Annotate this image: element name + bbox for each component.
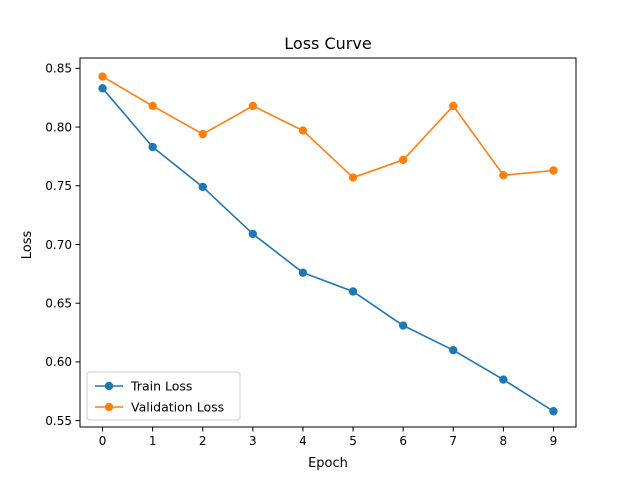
series-line-0 [101,87,554,412]
data-point [298,126,308,135]
plot-area: 0 1 2 3 4 5 6 7 8 9 0.55 0.60 0.65 0.70 0.75 0.80 0.85 [45,57,577,448]
data-point [298,268,308,277]
data-point [398,321,408,330]
data-point [348,287,358,296]
data-point [449,101,458,111]
y-tick-label: 0.60 [45,355,72,369]
data-point [148,142,157,152]
x-tick-label: 6 [399,434,407,448]
y-tick-label: 0.70 [45,238,72,252]
x-tick-label: 8 [500,434,508,448]
axes-frame [79,57,577,428]
x-tick-label: 0 [99,434,107,448]
legend-swatch-marker [104,381,114,391]
y-tick-label: 0.55 [45,414,72,428]
data-point [398,155,408,165]
data-point [549,407,558,416]
data-point [248,229,258,239]
legend-box [86,371,241,421]
x-tick-label: 2 [199,434,207,448]
y-axis-label: Loss [20,231,35,260]
y-tick-label: 0.80 [45,120,72,134]
data-point [148,101,157,111]
legend: Train Loss Validation Loss [86,371,241,421]
series-line-1 [102,75,554,179]
data-point [499,375,508,384]
legend-label: Validation Loss [131,400,224,415]
data-point [248,101,258,111]
y-tick-label: 0.65 [45,297,72,311]
data-point [198,182,207,192]
data-point [98,72,107,81]
data-point [198,129,207,139]
y-tick-label: 0.75 [45,179,72,193]
legend-swatch-marker [104,402,114,412]
x-tick-label: 5 [349,434,357,448]
y-tick-label: 0.85 [45,62,72,76]
x-tick-label: 3 [249,434,257,448]
legend-label: Train Loss [130,379,192,394]
data-point [499,171,508,180]
x-tick-label: 4 [299,434,307,448]
chart-title: Loss Curve [284,34,371,53]
data-point [98,84,107,93]
x-tick-label: 9 [550,434,558,448]
x-tick-label: 7 [449,434,457,448]
data-point [449,345,458,355]
data-point [348,173,358,182]
x-tick-label: 1 [149,434,157,448]
x-axis-label: Epoch [308,456,348,471]
data-point [549,166,558,175]
